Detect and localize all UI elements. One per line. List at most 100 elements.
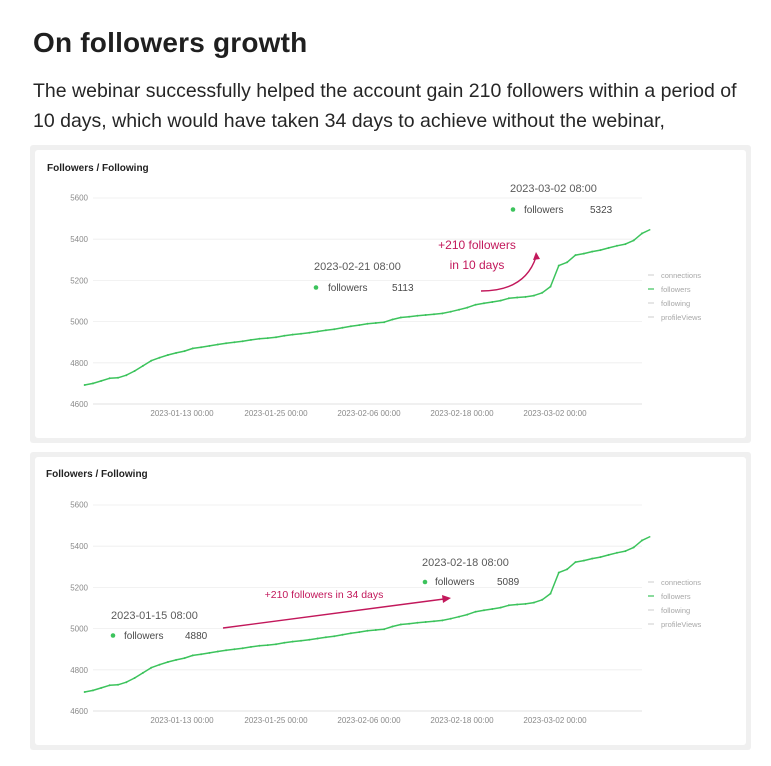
series-line-followers [84,228,651,386]
data-point [216,650,219,653]
data-point [141,671,144,674]
legend-item-profileviews[interactable]: profileViews [648,313,702,322]
annotation: +210 followers in 10 days [438,238,540,292]
data-point [549,592,552,595]
data-point [200,653,203,656]
body-paragraph: The webinar successfully helped the acco… [33,80,737,132]
legend-label: followers [661,592,691,601]
legend-label: connections [661,271,701,280]
data-point [133,677,136,679]
data-point [566,261,569,264]
data-point [141,364,144,367]
data-point [557,264,560,267]
data-point [324,329,327,332]
annotation-text: +210 followers in 34 days [265,589,384,601]
arrow-head [442,595,451,603]
x-axis: 2023-01-13 00:00 2023-01-25 00:00 2023-0… [150,716,587,725]
data-point [100,379,103,382]
tooltip-date: 2023-01-15 08:00 [111,610,198,622]
data-point [349,325,352,328]
y-tick-label: 5000 [70,318,88,327]
y-tick-label: 5000 [70,625,88,634]
annotation-text: +210 followers [438,238,516,252]
legend-item-connections[interactable]: connections [648,271,701,280]
data-point [175,351,178,354]
grid-lines [93,504,642,712]
tooltip-date: 2023-02-18 08:00 [422,557,509,569]
grid-lines [93,197,642,405]
data-point [125,681,128,684]
tooltip-label: followers [124,631,163,642]
data-point [266,337,269,340]
y-tick-label: 5200 [70,584,88,593]
data-point [291,333,294,336]
data-point [582,252,585,255]
data-point [117,683,119,686]
data-point [449,310,452,313]
data-point [507,297,510,300]
data-point [433,620,435,623]
legend-label: following [661,299,690,308]
y-tick-label: 4600 [70,707,88,716]
legend-item-connections[interactable]: connections [648,578,701,587]
data-point [391,318,394,321]
data-point [441,619,444,622]
data-point [258,337,261,340]
data-point [408,622,411,625]
data-point [541,598,544,601]
tooltip-marker [110,633,116,638]
data-point [183,657,186,660]
data-point [208,651,211,654]
data-point [458,308,460,311]
data-point [83,691,86,693]
data-point [424,621,427,623]
x-tick-label: 2023-02-18 00:00 [430,716,494,725]
legend-item-followers[interactable]: followers [648,285,691,294]
tooltip: 2023-02-18 08:00 followers 5089 [422,557,520,588]
legend-item-followers[interactable]: followers [648,592,691,601]
chart-title: Followers / Following [46,469,148,480]
legend[interactable]: connections followers following profileV… [648,578,702,629]
tooltip: 2023-02-21 08:00 followers 5113 [313,261,414,294]
x-tick-label: 2023-01-25 00:00 [244,716,308,725]
data-point [200,346,203,349]
legend-item-profileviews[interactable]: profileViews [648,620,702,629]
data-point [524,602,527,605]
data-point [574,561,577,564]
data-point [283,334,286,337]
legend-item-following[interactable]: following [648,299,690,308]
legend-label: following [661,606,690,615]
legend-item-following[interactable]: following [648,606,690,615]
data-point [632,239,635,242]
data-point [341,326,344,329]
data-point [416,314,419,317]
chart-title: Followers / Following [47,163,149,174]
data-point [433,313,435,316]
data-point [383,628,386,631]
tooltip-date: 2023-03-02 08:00 [510,183,597,195]
data-point [216,343,219,346]
data-point [308,638,311,641]
tooltip: 2023-03-02 08:00 followers 5323 [510,183,613,216]
data-point [499,606,502,609]
x-axis: 2023-01-13 00:00 2023-01-25 00:00 2023-0… [150,409,587,418]
x-tick-label: 2023-03-02 00:00 [523,409,587,418]
data-point [474,610,477,613]
data-point [316,330,319,333]
data-point [324,636,327,639]
data-point [374,629,377,631]
data-point [283,641,286,644]
legend[interactable]: connections followers following profileV… [648,271,702,322]
tooltip-label: followers [328,283,367,294]
data-point [308,331,311,334]
annotation-arrow [480,256,537,292]
data-point [399,623,402,626]
data-point [300,639,302,642]
data-point [366,322,369,325]
data-point [92,382,94,385]
y-axis: 4600 4800 5000 5200 5400 5600 [70,501,88,717]
plot-series [83,228,651,386]
data-point [183,350,186,353]
data-point [233,341,236,344]
data-point [582,559,585,562]
